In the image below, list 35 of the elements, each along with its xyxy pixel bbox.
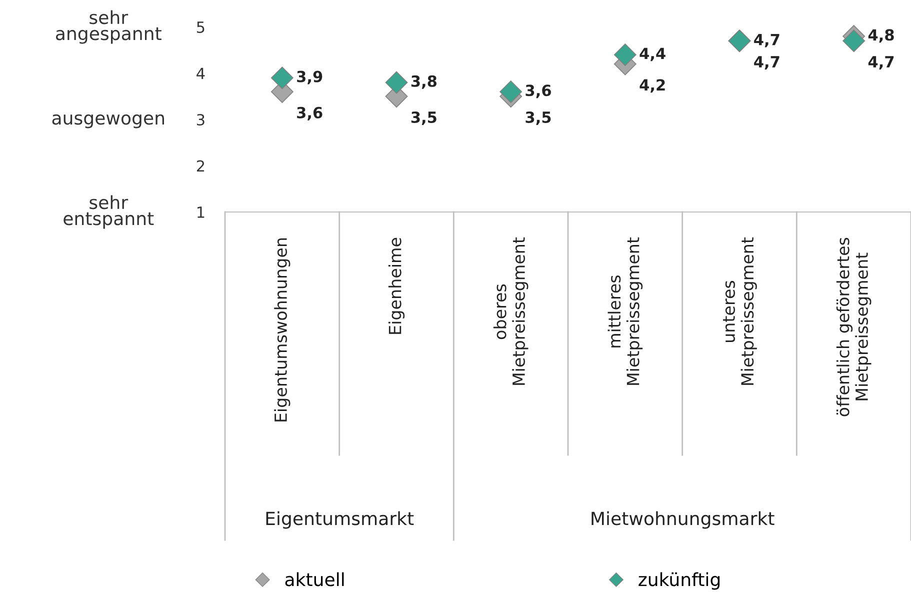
data-label: 3,5 — [526, 111, 551, 125]
text: Mietwohnungsmarkt — [592, 511, 774, 529]
legend-label: aktuell — [285, 572, 344, 586]
point — [385, 71, 408, 94]
x-tick-label: unteres Mietpreissegment — [723, 237, 757, 385]
data-label: 4,4 — [640, 48, 666, 62]
text: sehr entspannt — [64, 195, 154, 229]
y-tick-label: 3 — [197, 114, 204, 126]
data-label: 3,6 — [297, 106, 322, 120]
data-label: 3,9 — [297, 70, 322, 84]
data-label: 4,8 — [868, 29, 894, 43]
point — [614, 44, 636, 66]
x-tick-label: oberes Mietpreissegment — [493, 237, 528, 385]
x-tick-label: öffentlich gefördertes Mietpreissegment — [836, 238, 872, 416]
y-tick-label: 1 — [198, 206, 204, 218]
point — [842, 30, 866, 52]
data-label: 3,6 — [526, 84, 551, 98]
data-label: 3,5 — [411, 111, 436, 125]
y-tick-label: 2 — [196, 160, 204, 172]
text: sehr angespannt — [56, 10, 162, 44]
data-label: 4,7 — [754, 34, 780, 48]
x-tick-label: Eigenheime — [388, 238, 405, 334]
data-label: 3,8 — [411, 75, 437, 89]
y-tick-label: 5 — [197, 22, 204, 34]
text: ausgewogen — [52, 114, 164, 128]
data-label: 4,7 — [868, 56, 894, 70]
point — [500, 80, 522, 103]
legend-label: zukünftig — [638, 572, 720, 590]
x-tick-label: mittleres Mietpreissegment — [608, 237, 643, 385]
point — [270, 66, 294, 90]
data-label: 4,2 — [640, 79, 665, 93]
text: Eigentumsmarkt — [266, 511, 414, 529]
y-tick-label: 4 — [196, 68, 205, 80]
x-tick-label: Eigentumswohnungen — [274, 238, 290, 422]
data-label: 4,7 — [754, 56, 780, 70]
